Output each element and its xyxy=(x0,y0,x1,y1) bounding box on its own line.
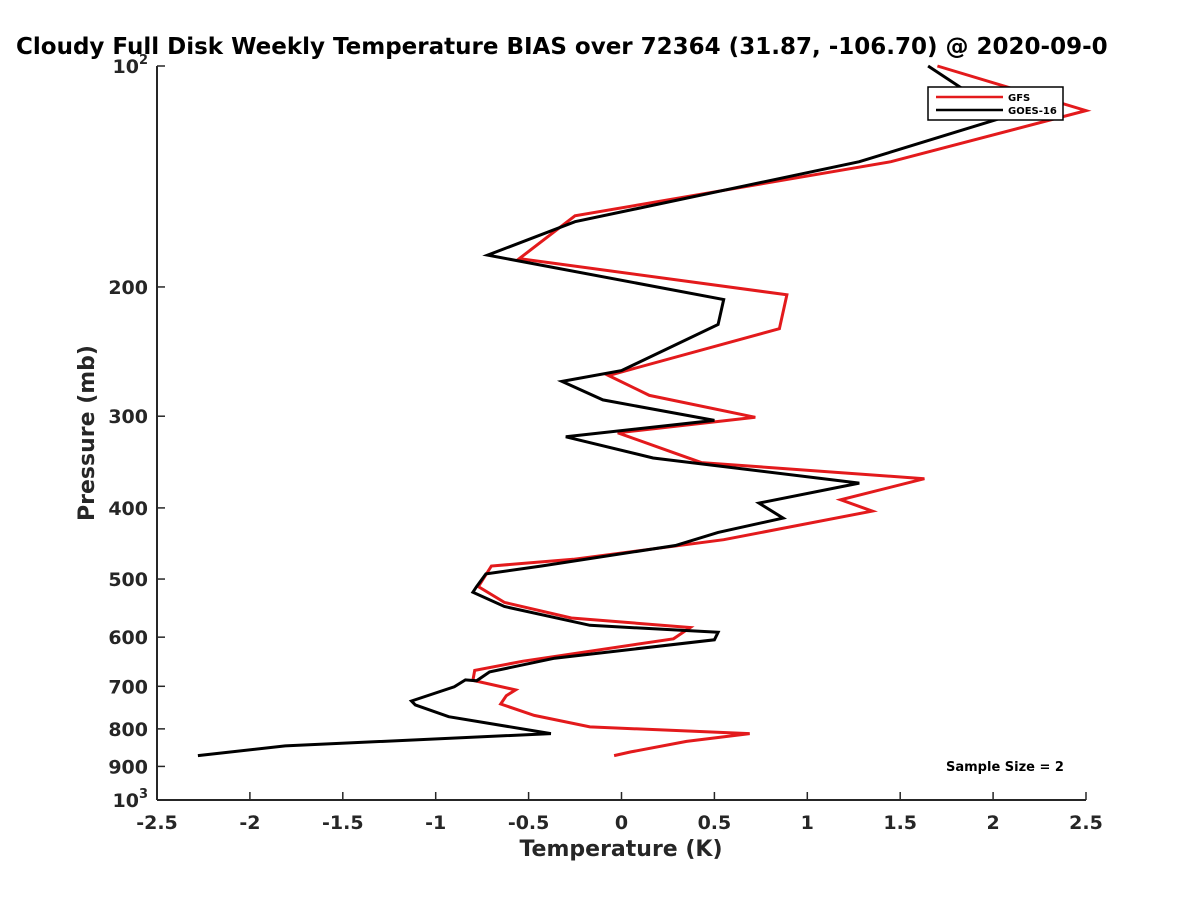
legend-box xyxy=(927,86,1064,121)
x-tick-label: 2 xyxy=(986,812,999,834)
legend-label-goes16: GOES-16 xyxy=(1008,106,1057,117)
plot-area xyxy=(197,64,1092,758)
x-tick-label: 2.5 xyxy=(1069,812,1103,834)
sample-size-annotation: Sample Size = 2 xyxy=(946,760,1064,775)
chart-title: Cloudy Full Disk Weekly Temperature BIAS… xyxy=(16,34,1108,60)
legend-label-gfs: GFS xyxy=(1008,93,1030,104)
x-axis-ticks: -2.5 -2 -1.5 -1 -0.5 0 0.5 1 1.5 2 2.5 xyxy=(136,792,1103,834)
y-tick-label: 900 xyxy=(108,756,148,778)
x-tick-label: 0 xyxy=(615,812,628,834)
series-line-goes16 xyxy=(197,64,1012,758)
x-tick-label: -2.5 xyxy=(136,812,178,834)
x-tick-label: -0.5 xyxy=(508,812,550,834)
x-axis-label: Temperature (K) xyxy=(519,837,722,862)
y-axis-ticks: 102 200 300 400 500 600 700 800 900 103 xyxy=(108,53,165,812)
y-tick-label: 103 xyxy=(113,787,149,812)
x-tick-label: -1 xyxy=(425,812,446,834)
y-tick-label: 600 xyxy=(108,627,148,649)
y-tick-label: 200 xyxy=(108,277,148,299)
x-tick-label: -2 xyxy=(239,812,260,834)
y-tick-label: 500 xyxy=(108,569,148,591)
legend: GFS GOES-16 xyxy=(927,86,1064,121)
y-tick-label: 400 xyxy=(108,498,148,520)
x-tick-label: 1.5 xyxy=(883,812,917,834)
y-axis-label: Pressure (mb) xyxy=(75,345,100,521)
y-tick-label: 102 xyxy=(113,53,149,78)
y-tick-label: 800 xyxy=(108,719,148,741)
y-tick-label: 700 xyxy=(108,676,148,698)
x-tick-label: -1.5 xyxy=(322,812,364,834)
x-tick-label: 1 xyxy=(801,812,814,834)
x-tick-label: 0.5 xyxy=(698,812,732,834)
y-tick-label: 300 xyxy=(108,406,148,428)
series-line-gfs xyxy=(471,64,1092,758)
